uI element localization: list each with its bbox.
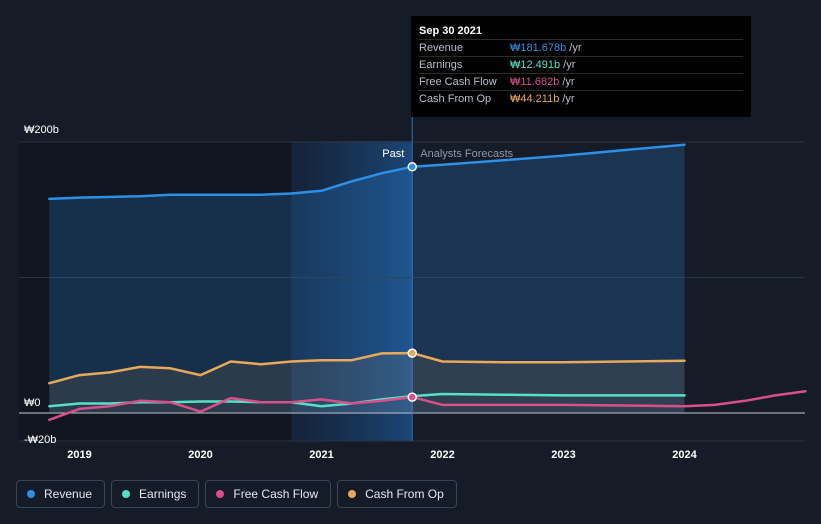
series-areas	[49, 144, 685, 413]
axis-labels: ₩200b ₩0 -₩20b 2019 2020 2021 2022 2023 2024 Past…	[24, 124, 698, 461]
marker-cash-from-op	[407, 348, 417, 358]
tooltip-row-revenue: Revenue ₩181.678b /yr	[419, 39, 743, 56]
line-revenue	[48, 143, 686, 201]
past-label: Past	[382, 148, 404, 160]
line-cash-from-op	[48, 351, 686, 385]
legend-label: Free Cash Flow	[233, 487, 319, 501]
legend-dot-icon	[216, 490, 225, 498]
y-tick-label: -₩20b	[24, 434, 56, 446]
series-lines	[48, 143, 807, 422]
legend-dot-icon	[122, 490, 131, 498]
tooltip-unit: /yr	[563, 59, 576, 71]
tooltip-label: Earnings	[419, 59, 463, 71]
tooltip-unit: /yr	[562, 76, 575, 88]
series-markers	[407, 162, 417, 402]
marker-free-cash-flow	[407, 392, 417, 402]
tooltip-unit: /yr	[569, 42, 582, 54]
tooltip-label: Free Cash Flow	[419, 76, 497, 88]
legend-label: Cash From Op	[365, 487, 444, 501]
y-tick-label: ₩200b	[24, 124, 59, 136]
forecast-label: Analysts Forecasts	[420, 148, 513, 160]
legend-item-cash-from-op[interactable]: Cash From Op	[337, 480, 457, 508]
tooltip-value: ₩12.491b	[510, 59, 561, 71]
x-tick-label: 2021	[309, 449, 333, 461]
tooltip-label: Revenue	[419, 42, 464, 54]
tooltip-date: Sep 30 2021	[419, 25, 482, 37]
legend-item-revenue[interactable]: Revenue	[16, 480, 106, 508]
tooltip-row-earnings: Earnings ₩12.491b /yr	[419, 56, 743, 73]
y-tick-label: ₩0	[24, 397, 41, 409]
data-tooltip: Sep 30 2021 Revenue ₩181.678b /yr Earnin…	[411, 16, 751, 117]
area-cash-from-op	[49, 353, 685, 413]
line-free-cash-flow	[48, 390, 807, 422]
tooltip-value: ₩44.211b	[510, 93, 560, 105]
x-tick-label: 2022	[430, 449, 454, 461]
x-tick-label: 2024	[672, 449, 697, 461]
x-tick-label: 2019	[67, 449, 91, 461]
tooltip-label: Cash From Op	[419, 93, 492, 105]
x-tick-label: 2020	[188, 449, 212, 461]
tooltip-row-free-cash-flow: Free Cash Flow ₩11.682b /yr	[419, 73, 743, 90]
legend-item-earnings[interactable]: Earnings	[111, 480, 200, 508]
legend-label: Revenue	[44, 487, 93, 501]
legend-label: Earnings	[139, 487, 187, 501]
tooltip-row-cash-from-op: Cash From Op ₩44.211b /yr	[419, 90, 743, 107]
tooltip-value: ₩11.682b	[510, 76, 560, 88]
legend-dot-icon	[348, 490, 357, 498]
x-tick-label: 2023	[551, 449, 575, 461]
area-revenue	[49, 144, 685, 413]
legend-item-free-cash-flow[interactable]: Free Cash Flow	[205, 480, 332, 508]
legend-dot-icon	[27, 490, 35, 498]
tooltip-unit: /yr	[562, 93, 575, 105]
marker-revenue	[407, 162, 417, 172]
chart-legend: Revenue Earnings Free Cash Flow Cash Fro…	[16, 480, 457, 510]
tooltip-value: ₩181.678b	[510, 42, 567, 54]
chart-background	[19, 141, 413, 441]
